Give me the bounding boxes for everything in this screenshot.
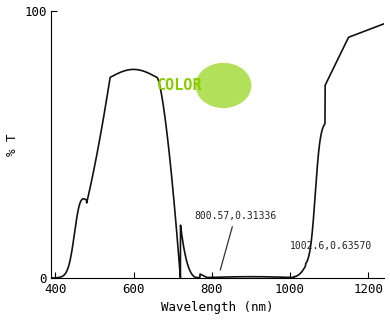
Text: COLOR: COLOR — [157, 78, 203, 93]
X-axis label: Wavelength (nm): Wavelength (nm) — [161, 301, 274, 315]
Y-axis label: % T: % T — [5, 133, 19, 156]
Circle shape — [196, 63, 251, 108]
Text: 1002.6,0.63570: 1002.6,0.63570 — [290, 241, 372, 251]
Text: 800.57,0.31336: 800.57,0.31336 — [194, 211, 277, 270]
